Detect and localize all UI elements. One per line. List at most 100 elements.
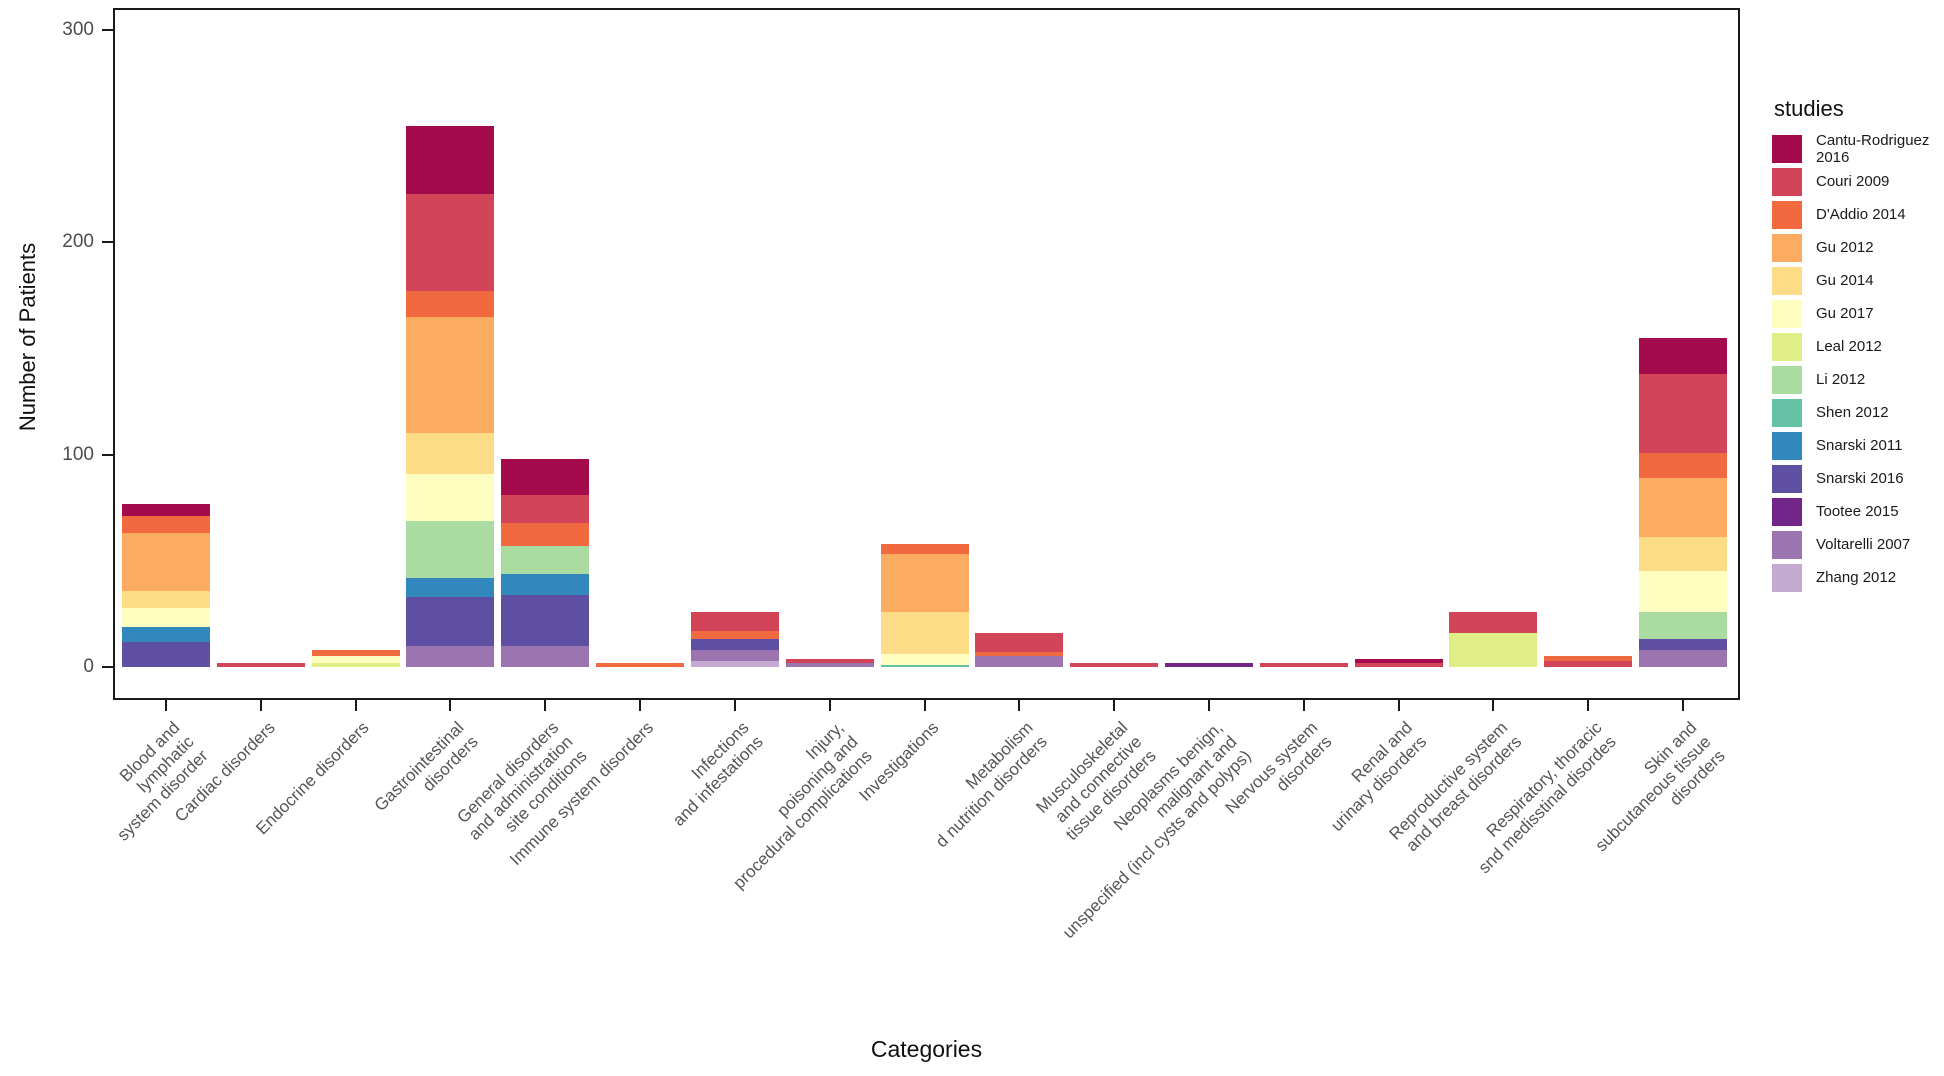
legend-entry: Leal 2012 (1772, 330, 1944, 363)
legend-entry: Li 2012 (1772, 363, 1944, 396)
x-tick-label: Metabolism d nutrition disorders (931, 718, 1051, 852)
legend-label: Couri 2009 (1816, 173, 1890, 190)
x-tick (259, 700, 262, 711)
bar-segment (406, 291, 495, 317)
bar-segment (1070, 662, 1159, 667)
x-tick (1587, 700, 1590, 711)
bar-segment (1639, 611, 1728, 640)
legend-swatch (1772, 233, 1802, 262)
bar (1639, 8, 1728, 667)
bar-segment (1639, 571, 1728, 612)
legend-entry: Gu 2017 (1772, 297, 1944, 330)
bar (1544, 8, 1633, 667)
bar-segment (311, 650, 400, 657)
plot-panel (113, 8, 1740, 700)
legend-entry: Couri 2009 (1772, 165, 1944, 198)
bar-segment (690, 650, 779, 661)
legend-label: Zhang 2012 (1816, 569, 1897, 586)
bar (1165, 8, 1254, 667)
legend-entry: Gu 2012 (1772, 231, 1944, 264)
y-tick-label: 300 (62, 19, 94, 41)
bar-segment (880, 543, 969, 555)
bar-segment (880, 664, 969, 667)
x-tick (449, 700, 452, 711)
bar-segment (501, 522, 590, 546)
bar-segment (311, 662, 400, 667)
y-tick-label: 0 (83, 656, 94, 677)
x-tick (1208, 700, 1211, 711)
x-tick (1682, 700, 1685, 711)
bar-segment (406, 577, 495, 597)
x-tick (1018, 700, 1021, 711)
legend-entry: Snarski 2016 (1772, 462, 1944, 495)
bar-segment (122, 641, 210, 667)
bar-segment (1259, 662, 1348, 667)
legend-entries: Cantu-Rodriguez 2016 Couri 2009 D'Addio 20… (1772, 132, 1944, 594)
legend-label: Snarski 2011 (1816, 437, 1903, 454)
legend-label: Gu 2014 (1816, 272, 1874, 289)
bar-segment (975, 633, 1064, 653)
x-tick (544, 700, 547, 711)
x-tick (639, 700, 642, 711)
bar-segment (122, 590, 210, 608)
legend-swatch (1772, 464, 1802, 493)
legend-swatch (1772, 563, 1802, 592)
legend-label: Gu 2012 (1816, 239, 1874, 256)
bar-segment (122, 626, 210, 642)
bar (1070, 8, 1159, 667)
y-tick (102, 29, 113, 32)
x-tick (828, 700, 831, 711)
bar (311, 8, 400, 667)
legend-label: Shen 2012 (1816, 404, 1889, 421)
legend-entry: Tootee 2015 (1772, 495, 1944, 528)
bar (975, 8, 1064, 667)
bar-segment (1354, 662, 1443, 667)
bar-segment (311, 656, 400, 663)
bar-segment (1544, 660, 1633, 667)
bar-segment (501, 594, 590, 646)
legend-swatch (1772, 332, 1802, 361)
legend-swatch (1772, 134, 1802, 163)
x-tick (923, 700, 926, 711)
bar (406, 8, 495, 667)
bar-segment (880, 554, 969, 612)
legend-label: Li 2012 (1816, 371, 1866, 388)
y-tick (102, 453, 113, 456)
bar-segment (406, 433, 495, 474)
bar-segment (690, 611, 779, 631)
bar (596, 8, 685, 667)
bar-segment (1449, 633, 1538, 667)
bar (501, 8, 590, 667)
x-tick (1492, 700, 1495, 711)
y-tick (102, 241, 113, 244)
bar-segment (1165, 662, 1254, 667)
bar-segment (1639, 452, 1728, 479)
bar-segment (216, 662, 305, 667)
legend-swatch (1772, 200, 1802, 229)
legend-entry: Gu 2014 (1772, 264, 1944, 297)
bar-segment (880, 611, 969, 655)
bar-segment (406, 316, 495, 434)
x-tick (1397, 700, 1400, 711)
legend-swatch (1772, 497, 1802, 526)
x-tick-label: Blood and lymphatic system disorder (113, 718, 212, 845)
bar-segment (785, 658, 874, 663)
bar (690, 8, 779, 667)
legend-title: studies (1774, 96, 1844, 121)
legend-entry: Voltarelli 2007 (1772, 528, 1944, 561)
legend-label: Tootee 2015 (1816, 503, 1899, 520)
x-axis-title: Categories (870, 1036, 983, 1062)
bar (122, 8, 210, 667)
bar-segment (975, 652, 1064, 657)
legend-label: Gu 2017 (1816, 305, 1874, 322)
legend-swatch (1772, 431, 1802, 460)
bar-segment (785, 662, 874, 667)
bar-segment (1639, 337, 1728, 374)
bar-segment (122, 607, 210, 627)
bar-segment (406, 473, 495, 521)
bar-segment (406, 645, 495, 667)
legend-label: Voltarelli 2007 (1816, 536, 1911, 553)
bar-segment (1639, 639, 1728, 650)
bar-segment (880, 654, 969, 665)
